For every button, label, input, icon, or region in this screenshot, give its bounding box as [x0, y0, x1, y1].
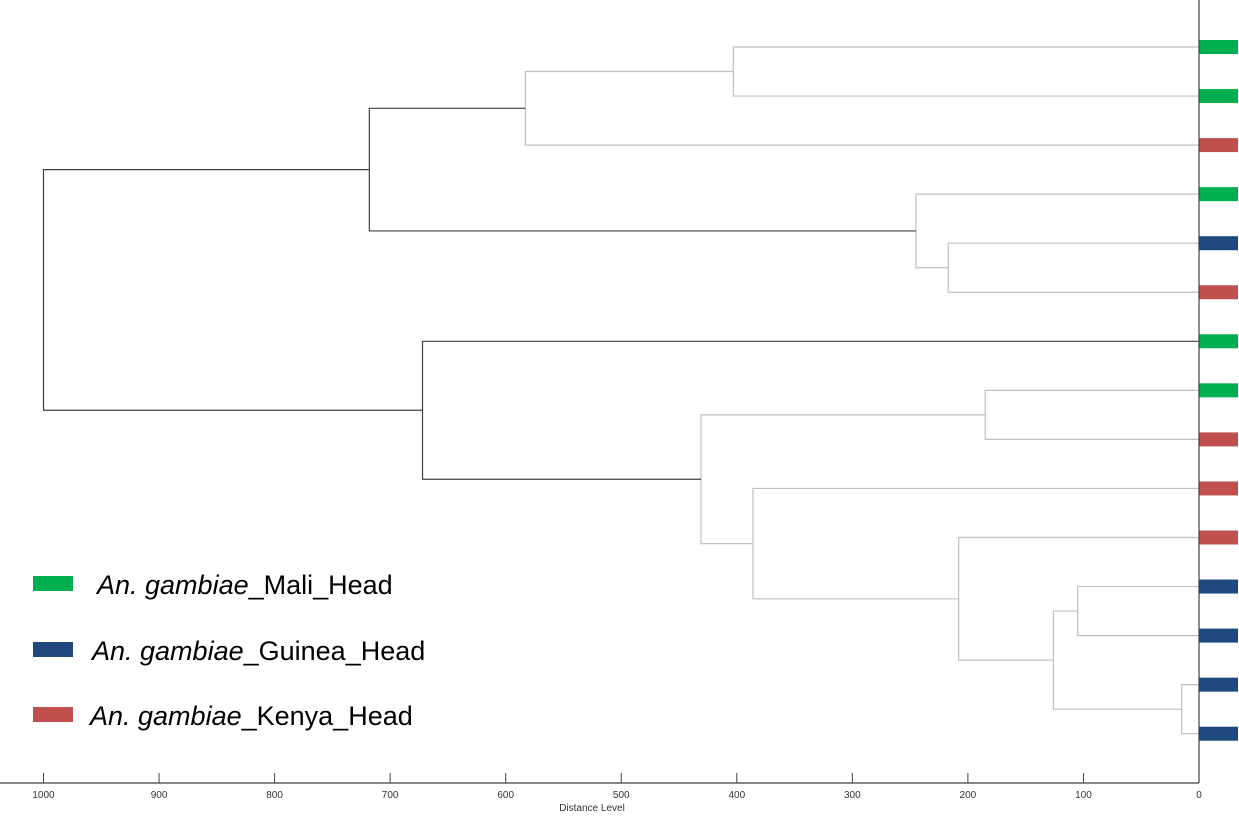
x-tick-label: 100: [1075, 790, 1092, 801]
legend-swatch-guinea: [33, 642, 73, 657]
legend-species: An. gambiae: [88, 701, 242, 731]
legend-swatch-mali: [33, 576, 73, 591]
legend-suffix: _Guinea_Head: [243, 636, 426, 666]
leaf-marker-kenya: [1199, 530, 1238, 545]
dendrogram-link: [42, 169, 423, 411]
leaf-marker-kenya: [1199, 285, 1238, 300]
x-tick-label: 1000: [32, 790, 55, 801]
x-tick-label: 200: [960, 790, 977, 801]
x-tick-label: 800: [266, 790, 283, 801]
dendrogram-link: [984, 389, 1199, 440]
dendrogram-link: [732, 46, 1199, 97]
legend-suffix: _Mali_Head: [248, 570, 393, 600]
x-tick-label: 400: [728, 790, 745, 801]
dendrogram-link: [947, 242, 1199, 293]
leaf-marker-mali: [1199, 383, 1238, 398]
axis-title: Distance Level: [559, 803, 625, 814]
leaf-marker-kenya: [1199, 432, 1238, 447]
dendrogram-link: [421, 340, 1199, 480]
leaf-marker-guinea: [1199, 579, 1238, 594]
x-tick-label: 600: [497, 790, 514, 801]
leaf-marker-guinea: [1199, 677, 1238, 692]
dendrogram-link: [915, 193, 1199, 269]
dendrogram-link: [700, 414, 986, 545]
leaf-markers: [1199, 40, 1238, 741]
leaf-marker-mali: [1199, 89, 1238, 104]
dendrogram-link: [524, 70, 1199, 146]
x-tick-label: 900: [151, 790, 168, 801]
legend-swatch-kenya: [33, 707, 73, 722]
dendrogram-link: [1181, 684, 1199, 735]
leaf-marker-guinea: [1199, 628, 1238, 643]
leaf-marker-mali: [1199, 187, 1238, 202]
x-tick-label: 300: [844, 790, 861, 801]
legend-species: An. gambiae: [90, 636, 244, 666]
dendrogram-link: [752, 487, 1199, 600]
dendrogram-link: [958, 536, 1199, 661]
x-tick-label: 700: [382, 790, 399, 801]
leaf-marker-mali: [1199, 334, 1238, 349]
x-tick-label: 500: [613, 790, 630, 801]
leaf-marker-kenya: [1199, 138, 1238, 153]
legend-species: An. gambiae: [95, 570, 249, 600]
dendrogram-link: [1052, 610, 1182, 710]
legend-suffix: _Kenya_Head: [241, 701, 413, 731]
dendrogram-link: [1077, 585, 1199, 637]
leaf-marker-mali: [1199, 40, 1238, 54]
leaf-marker-kenya: [1199, 481, 1238, 496]
legend-label-kenya: An. gambiae_Kenya_Head: [88, 701, 413, 731]
legend-label-mali: An. gambiae_Mali_Head: [95, 570, 393, 600]
leaf-marker-guinea: [1199, 236, 1238, 251]
x-tick-label: 0: [1196, 790, 1202, 801]
legend-label-guinea: An. gambiae_Guinea_Head: [90, 636, 425, 666]
leaf-marker-guinea: [1199, 726, 1238, 741]
dendrogram-link: [368, 107, 916, 232]
distance-axis: 1000 900 800 700 600 500 400 300 200 100 0: [0, 0, 1202, 801]
dendrogram-links: [42, 46, 1199, 735]
